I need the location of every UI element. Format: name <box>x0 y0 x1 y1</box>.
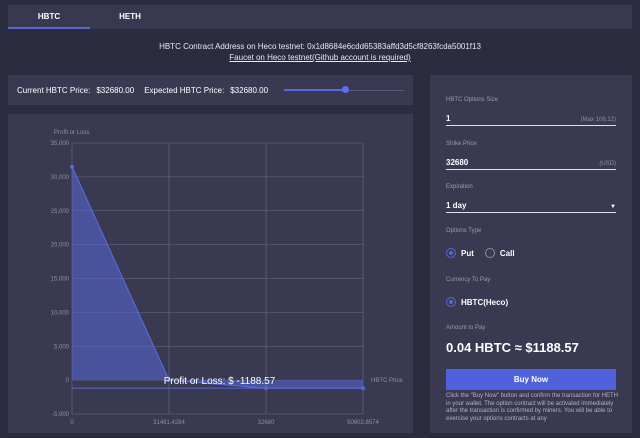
data-point <box>167 378 171 383</box>
expected-price-label: Expected HBTC Price: <box>144 85 225 95</box>
strike-input[interactable]: 32680 (USD) <box>446 156 616 170</box>
tab-heth[interactable]: HETH <box>119 12 141 21</box>
current-price-value: $32680.00 <box>96 85 135 95</box>
x-tick-label: 32680 <box>258 420 275 426</box>
options-type-label: Options Type <box>446 228 482 234</box>
order-form: HBTC Options Size 1 (Max 106.12) Strike P… <box>430 75 632 433</box>
y-axis-label: Profit or Loss <box>54 130 89 136</box>
call-radio[interactable] <box>484 248 495 258</box>
tab-hbtc[interactable]: HBTC <box>8 5 90 29</box>
slider-fill <box>284 89 347 91</box>
expiration-select[interactable]: 1 day ▼ <box>446 199 616 213</box>
buy-instructions: Click the "Buy Now" button and confirm t… <box>446 393 618 422</box>
data-point <box>361 386 365 391</box>
strike-hint: (USD) <box>599 161 616 167</box>
y-tick-label: 35,000 <box>51 141 70 147</box>
size-hint: (Max 106.12) <box>580 117 616 123</box>
price-bar: Current HBTC Price: $32680.00 Expected H… <box>8 75 413 105</box>
strike-value: 32680 <box>446 158 469 167</box>
x-tick-label: 0 <box>70 420 74 426</box>
y-tick-label: 10,000 <box>51 310 70 316</box>
amount-label: Amount to Pay <box>446 325 486 331</box>
y-tick-label: 20,000 <box>51 243 70 249</box>
expected-price-slider[interactable] <box>284 85 405 95</box>
size-value: 1 <box>446 114 451 123</box>
data-point <box>264 386 268 391</box>
y-tick-label: -5,000 <box>52 412 70 418</box>
put-radio[interactable] <box>446 248 456 258</box>
x-tick-label: 31491.4284 <box>153 420 185 426</box>
strike-label: Strike Price <box>446 141 477 147</box>
currency-radio[interactable] <box>446 297 456 307</box>
chart-panel: 35,000 30,000 25,000 20,000 15,000 10,000 5,00… <box>8 114 413 433</box>
y-tick-label: 0 <box>66 378 70 384</box>
x-tick-label: 50602.8574 <box>347 420 379 426</box>
slider-thumb[interactable] <box>342 86 350 93</box>
tab-bar: HBTC HETH <box>8 5 632 29</box>
contract-address: HBTC Contract Address on Heco testnet: 0… <box>159 42 481 51</box>
expected-price-value: $32680.00 <box>230 85 269 95</box>
expiration-value: 1 day <box>446 201 467 210</box>
y-tick-label: 25,000 <box>51 209 70 215</box>
currency-label: Currency To Pay <box>446 277 491 283</box>
buy-now-button[interactable]: Buy Now <box>446 369 616 390</box>
y-tick-label: 15,000 <box>51 277 70 283</box>
current-price-label: Current HBTC Price: <box>17 85 91 95</box>
y-tick-label: 30,000 <box>51 175 70 181</box>
size-input[interactable]: 1 (Max 106.12) <box>446 112 616 126</box>
currency-name: HBTC(Heco) <box>461 297 509 307</box>
put-label: Put <box>461 248 474 258</box>
chevron-down-icon: ▼ <box>610 204 616 210</box>
area-fill <box>72 166 363 389</box>
expiration-label: Expiration <box>446 184 473 190</box>
call-label: Call <box>499 248 515 258</box>
amount-to-pay: 0.04 HBTC ≈ $1188.57 <box>446 340 579 355</box>
data-point <box>70 164 74 169</box>
size-label: HBTC Options Size <box>446 97 499 103</box>
y-tick-label: 5,000 <box>54 344 70 350</box>
faucet-link[interactable]: Faucet on Heco testnet(Github account is… <box>229 53 411 62</box>
profit-loss-chart: 35,000 30,000 25,000 20,000 15,000 10,000 5,00… <box>51 130 404 426</box>
x-axis-label: HBTC Price <box>371 378 403 384</box>
profit-loss-annotation: Profit or Loss: $ -1188.57 <box>164 376 276 387</box>
